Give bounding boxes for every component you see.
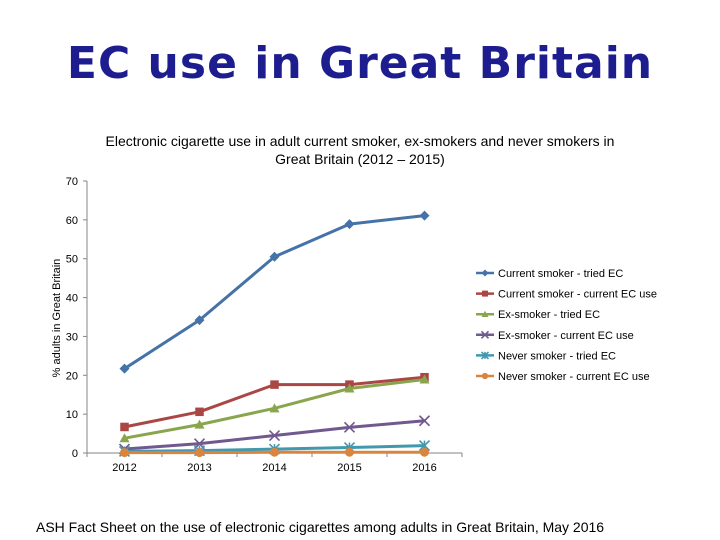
- data-point: [195, 407, 204, 417]
- data-point: [195, 448, 204, 458]
- source-footer: ASH Fact Sheet on the use of electronic …: [36, 519, 605, 535]
- series-line: [123, 214, 426, 371]
- legend-entry: Current smoker - current EC use: [476, 289, 657, 301]
- series-2: [120, 372, 429, 432]
- data-point: [194, 315, 205, 326]
- x-tick-label: 2013: [187, 462, 211, 474]
- data-point: [120, 448, 129, 458]
- data-point: [269, 251, 280, 262]
- x-tick-label: 2015: [337, 462, 361, 474]
- series-3: [119, 374, 430, 443]
- data-point: [269, 403, 280, 413]
- data-point: [420, 447, 429, 457]
- data-point: [418, 415, 431, 427]
- legend-label: Ex-smoker - tried EC: [498, 309, 600, 321]
- chart-title: Electronic cigarette use in adult curren…: [105, 133, 615, 167]
- series-4: [118, 415, 431, 455]
- data-point: [419, 210, 430, 221]
- y-tick-label: 50: [66, 254, 78, 266]
- y-tick-label: 70: [66, 176, 78, 188]
- legend-label: Never smoker - tried EC: [498, 350, 616, 362]
- data-point: [419, 374, 430, 384]
- axes: 0 10 20 30 40 50 60 70 2012 2013 2014 2015 2016: [66, 176, 463, 474]
- legend-label: Current smoker - current EC use: [498, 289, 657, 301]
- data-point: [119, 363, 130, 374]
- legend-label: Ex-smoker - current EC use: [498, 330, 634, 342]
- y-tick-label: 20: [66, 370, 78, 382]
- data-point: [344, 219, 355, 230]
- y-tick-label: 60: [66, 215, 78, 227]
- legend-entry: Current smoker - tried EC: [476, 268, 623, 280]
- legend: Current smoker - tried EC Current smoker …: [476, 268, 657, 383]
- legend-swatch-marker: [481, 372, 489, 380]
- x-tick-label: 2014: [262, 462, 286, 474]
- series-1: [119, 210, 430, 374]
- legend-entry: Never smoker - current EC use: [476, 371, 650, 383]
- data-point: [194, 419, 205, 429]
- data-point: [268, 429, 281, 442]
- y-axis-label: % adults in Great Britain: [51, 259, 63, 378]
- data-point: [345, 447, 354, 457]
- data-point: [119, 433, 130, 443]
- series-6: [120, 447, 429, 458]
- x-tick-label: 2016: [412, 462, 436, 474]
- legend-label: Never smoker - current EC use: [498, 371, 650, 383]
- series-layer: [118, 210, 431, 458]
- legend-entry: Ex-smoker - current EC use: [476, 330, 634, 342]
- y-tick-label: 0: [72, 448, 78, 460]
- legend-entry: Ex-smoker - tried EC: [476, 309, 600, 321]
- data-point: [270, 447, 279, 457]
- data-point: [120, 422, 129, 432]
- legend-swatch-marker: [481, 269, 489, 277]
- y-tick-label: 10: [66, 409, 78, 421]
- x-tick-label: 2012: [112, 462, 136, 474]
- data-point: [343, 421, 356, 433]
- legend-swatch-marker: [480, 351, 490, 360]
- slide-title: EC use in Great Britain: [66, 38, 654, 89]
- legend-entry: Never smoker - tried EC: [476, 350, 616, 362]
- legend-label: Current smoker - tried EC: [498, 268, 623, 280]
- legend-swatch-marker: [481, 310, 489, 317]
- y-tick-label: 40: [66, 293, 78, 305]
- legend-swatch-marker: [482, 290, 488, 297]
- data-point: [270, 380, 279, 389]
- y-tick-label: 30: [66, 331, 78, 343]
- legend-swatch-marker: [480, 330, 490, 339]
- data-point: [344, 383, 355, 393]
